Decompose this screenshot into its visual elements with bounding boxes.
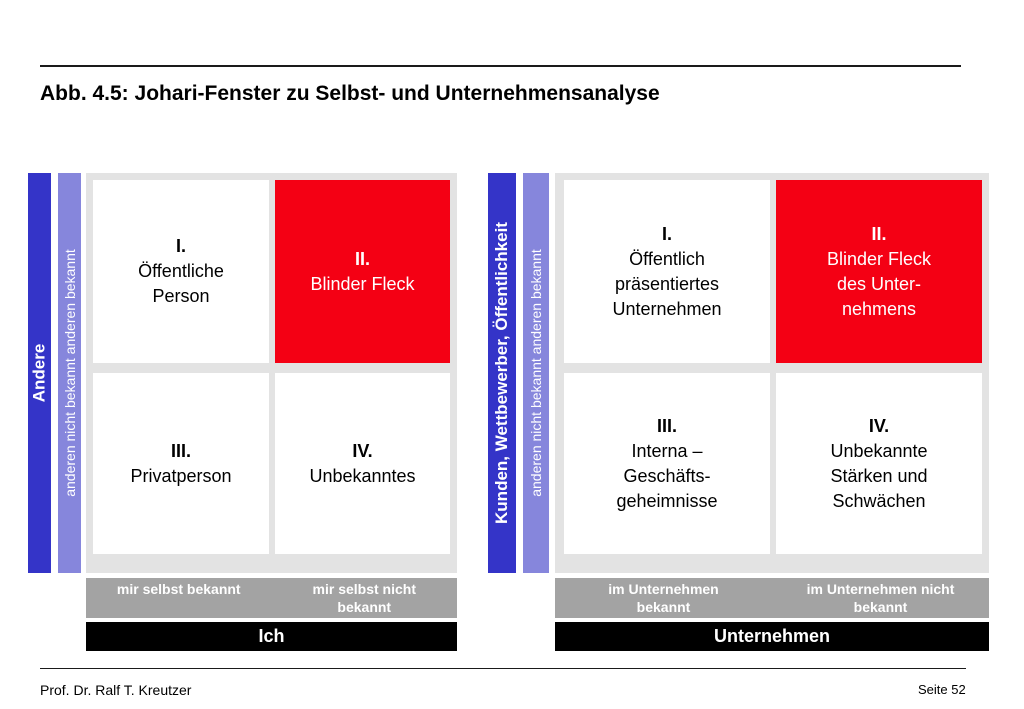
left-bottom-axis-label: Ich bbox=[86, 622, 457, 651]
right-quadrant-1: I. Öffentlich präsentiertes Unternehmen bbox=[564, 180, 770, 363]
right-column-labels: im Unternehmen bekannt im Unternehmen ni… bbox=[555, 578, 989, 618]
left-col-known: mir selbst bekannt bbox=[116, 581, 241, 597]
quadrant-text: Schwächen bbox=[832, 490, 926, 511]
left-quadrant-3: III. Privatperson bbox=[93, 373, 269, 554]
left-inner-axis-bar: anderen nicht bekannt anderen bekannt bbox=[58, 173, 81, 573]
quadrant-number: III. bbox=[656, 415, 677, 436]
quadrant-number: IV. bbox=[352, 440, 373, 461]
right-outer-axis-label: Kunden, Wettbewerber, Öffentlichkeit bbox=[492, 222, 512, 524]
quadrant-text: des Unter- bbox=[836, 273, 922, 294]
quadrant-text: Unbekannte bbox=[830, 440, 928, 461]
right-col-unknown: im Unternehmen nicht bekannt bbox=[806, 581, 955, 615]
left-inner-axis-label: anderen nicht bekannt anderen bekannt bbox=[61, 249, 78, 497]
right-inner-axis-label: anderen nicht bekannt anderen bekannt bbox=[528, 249, 544, 497]
left-quadrant-1: I. Öffentliche Person bbox=[93, 180, 269, 363]
footer-author: Prof. Dr. Ralf T. Kreutzer bbox=[40, 682, 192, 698]
left-outer-axis-bar: Andere bbox=[28, 173, 51, 573]
quadrant-text: Unternehmen bbox=[612, 298, 722, 319]
quadrant-text: Blinder Fleck bbox=[310, 273, 415, 294]
quadrant-text: Unbekanntes bbox=[309, 465, 416, 486]
quadrant-number: III. bbox=[170, 440, 191, 461]
page-title: Abb. 4.5: Johari-Fenster zu Selbst- und … bbox=[40, 82, 660, 105]
right-quadrant-4: IV. Unbekannte Stärken und Schwächen bbox=[776, 373, 982, 554]
quadrant-text: Stärken und bbox=[830, 465, 928, 486]
quadrant-text: Öffentliche bbox=[138, 261, 224, 281]
left-quadrant-2: II. Blinder Fleck bbox=[275, 180, 450, 363]
quadrant-text: Interna – bbox=[631, 440, 703, 461]
quadrant-text: Person bbox=[152, 286, 210, 306]
top-rule bbox=[40, 65, 961, 67]
quadrant-number: I. bbox=[175, 236, 186, 256]
right-inner-axis-bar: anderen nicht bekannt anderen bekannt bbox=[523, 173, 549, 573]
quadrant-text: Geschäfts- bbox=[623, 465, 711, 486]
left-col-unknown: mir selbst nicht bekannt bbox=[312, 581, 416, 615]
bottom-rule bbox=[40, 668, 966, 669]
quadrant-text: nehmens bbox=[841, 298, 917, 319]
quadrant-text: geheimnisse bbox=[616, 490, 718, 511]
left-outer-axis-label: Andere bbox=[29, 343, 49, 403]
right-quadrant-2: II. Blinder Fleck des Unter- nehmens bbox=[776, 180, 982, 363]
quadrant-text: präsentiertes bbox=[614, 273, 720, 294]
quadrant-text: Öffentlich bbox=[629, 248, 705, 269]
quadrant-number: II. bbox=[871, 223, 887, 244]
quadrant-number: I. bbox=[661, 223, 672, 244]
quadrant-number: II. bbox=[354, 248, 370, 269]
right-col-known: im Unternehmen bekannt bbox=[608, 581, 719, 615]
right-outer-axis-bar: Kunden, Wettbewerber, Öffentlichkeit bbox=[488, 173, 516, 573]
right-quadrant-3: III. Interna – Geschäfts- geheimnisse bbox=[564, 373, 770, 554]
right-bottom-axis-label: Unternehmen bbox=[555, 622, 989, 651]
quadrant-number: IV. bbox=[868, 415, 890, 436]
quadrant-text: Privatperson bbox=[130, 465, 232, 486]
left-column-labels: mir selbst bekannt mir selbst nicht beka… bbox=[86, 578, 457, 618]
quadrant-text: Blinder Fleck bbox=[826, 248, 932, 269]
footer-page-number: Seite 52 bbox=[918, 682, 966, 697]
left-quadrant-4: IV. Unbekanntes bbox=[275, 373, 450, 554]
